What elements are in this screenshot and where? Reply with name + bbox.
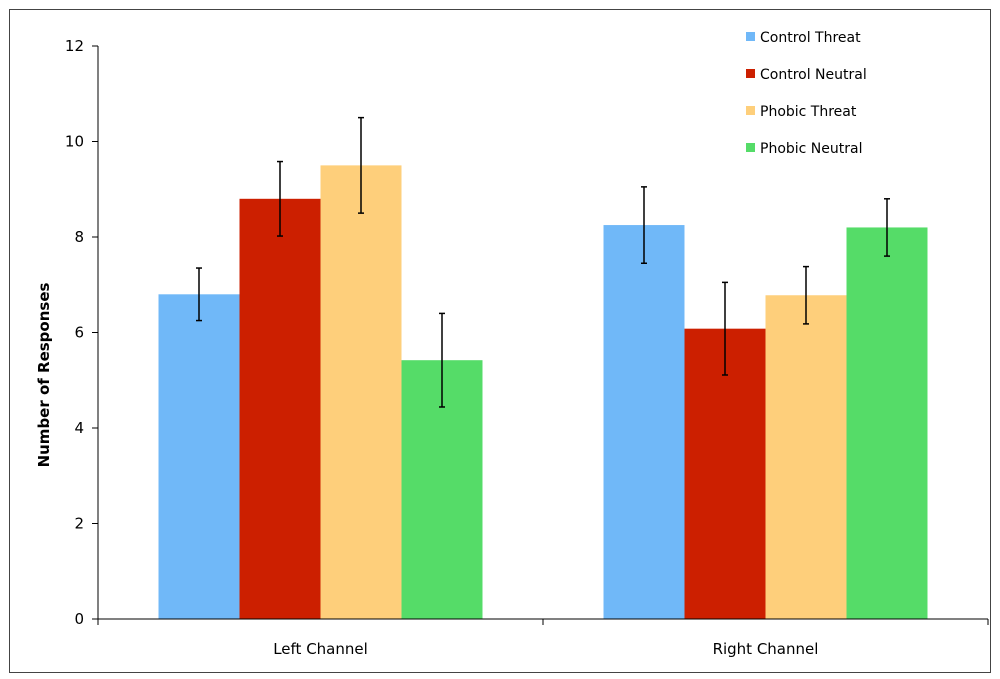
legend-swatch xyxy=(746,106,755,115)
legend: Control Threat Control Neutral Phobic Thre… xyxy=(746,30,867,157)
y-tick-label: 8 xyxy=(74,228,84,246)
bar-control-threat-right-channel xyxy=(603,225,685,619)
legend-label: Control Threat xyxy=(760,30,861,46)
bar-phobic-neutral-right-channel xyxy=(846,227,928,619)
y-tick-label: 10 xyxy=(65,133,84,151)
x-tick-label: Left Channel xyxy=(273,640,368,658)
y-tick-label: 2 xyxy=(74,515,84,533)
legend-swatch xyxy=(746,32,755,41)
bar-control-threat-left-channel xyxy=(158,294,240,619)
y-tick-label: 0 xyxy=(74,610,84,628)
legend-label: Phobic Neutral xyxy=(760,141,862,157)
y-tick-label: 4 xyxy=(74,419,84,437)
x-tick-label: Right Channel xyxy=(713,640,819,658)
bar-phobic-threat-right-channel xyxy=(765,295,847,619)
bar-control-neutral-left-channel xyxy=(239,198,321,620)
bars-layer xyxy=(158,165,928,620)
legend-swatch xyxy=(746,69,755,78)
legend-label: Control Neutral xyxy=(760,67,867,83)
bar-control-neutral-right-channel xyxy=(684,328,766,619)
legend-label: Phobic Threat xyxy=(760,104,857,120)
legend-swatch xyxy=(746,143,755,152)
error-bars-layer xyxy=(196,116,890,408)
y-tick-label: 6 xyxy=(74,324,84,342)
y-tick-label: 12 xyxy=(65,37,84,55)
axes-layer: Left Channel Right Channel 0 2 4 6 8 10 12 xyxy=(65,37,989,658)
bar-phobic-threat-left-channel xyxy=(320,165,402,619)
y-axis-title: Number of Responses xyxy=(35,283,53,468)
